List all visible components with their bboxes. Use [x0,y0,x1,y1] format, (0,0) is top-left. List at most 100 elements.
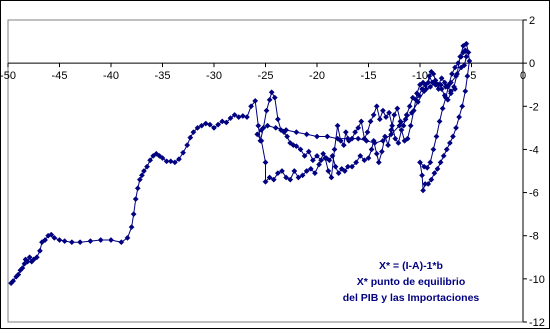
x-tick-label: -5 [467,70,477,82]
data-point [159,155,166,162]
data-point [463,53,470,60]
annotation-line-3: del PIB y las Importaciones [343,292,480,304]
data-point [77,239,84,246]
data-point [263,107,270,114]
data-point [352,129,359,136]
annotation-line-1: X* = (I-A)-1*b [379,260,443,272]
data-point [297,146,304,153]
data-point [202,120,209,127]
data-point [136,176,143,183]
data-point [391,111,398,118]
data-point [284,133,291,140]
data-point [138,172,145,179]
data-point [379,107,386,114]
data-point [419,172,426,179]
data-point [248,103,255,110]
data-point [130,211,137,218]
data-point [42,237,49,243]
data-point [395,140,402,146]
data-point [375,159,382,166]
data-point [331,146,338,153]
y-tick-label: -12 [529,317,545,329]
data-point [97,237,104,243]
data-point [367,118,374,125]
data-point [293,129,300,136]
data-point [223,119,230,126]
data-point [382,133,388,140]
data-point [466,58,473,64]
data-point [344,135,351,142]
data-point [206,121,213,128]
data-point [48,231,55,238]
data-point [301,152,308,159]
data-point [274,170,281,177]
data-point [252,97,259,104]
data-point [262,178,269,185]
data-point [287,176,294,183]
data-point [299,172,306,179]
y-tick-label: -8 [529,231,539,243]
data-point [68,239,75,246]
data-point [402,116,409,123]
annotation: X* = (I-A)-1*b X* punto de equilibrio de… [343,260,480,304]
data-point [397,118,404,125]
x-tick-label: -15 [361,70,377,82]
data-point [462,88,469,95]
data-point [314,152,320,159]
data-point [176,156,182,163]
data-point [438,75,445,82]
data-point [171,159,178,166]
data-point [340,142,347,149]
data-point [198,122,205,129]
data-point [314,133,320,140]
data-point [370,137,377,144]
data-point [334,135,341,142]
data-point [403,111,410,118]
data-point [357,152,364,159]
data-point [430,70,437,77]
data-point [180,149,187,156]
data-point [266,174,273,181]
data-point [239,113,246,119]
data-point [19,265,26,272]
data-point [325,168,332,174]
data-point [458,64,465,71]
data-point [51,234,58,241]
data-point [24,258,31,265]
data-point [132,196,139,202]
data-point [272,124,279,131]
data-point [435,81,442,88]
data-point [10,278,17,284]
data-point [376,116,383,123]
y-tick-label: -4 [529,144,539,156]
data-point [283,174,290,181]
y-tick-label: -2 [529,101,539,113]
data-point [447,88,454,95]
data-point [463,40,470,47]
data-point [303,168,310,174]
data-point [430,146,437,153]
data-point [453,124,460,131]
data-point [373,150,380,157]
data-point [361,157,368,164]
data-point [338,165,345,172]
data-point [388,131,395,138]
data-point [311,170,318,177]
x-tick-label: -30 [206,70,222,82]
data-point [255,122,262,129]
data-point [134,185,141,192]
data-point [420,187,427,194]
data-point [293,143,300,150]
data-point [385,142,392,149]
data-point [318,157,325,164]
data-point [419,86,426,92]
x-tick-label: -45 [52,70,68,82]
data-point [416,92,422,99]
data-point [455,60,462,67]
data-point [258,137,265,144]
data-point [433,133,440,140]
data-point [394,105,401,112]
data-point [326,157,333,164]
data-point [441,79,448,86]
